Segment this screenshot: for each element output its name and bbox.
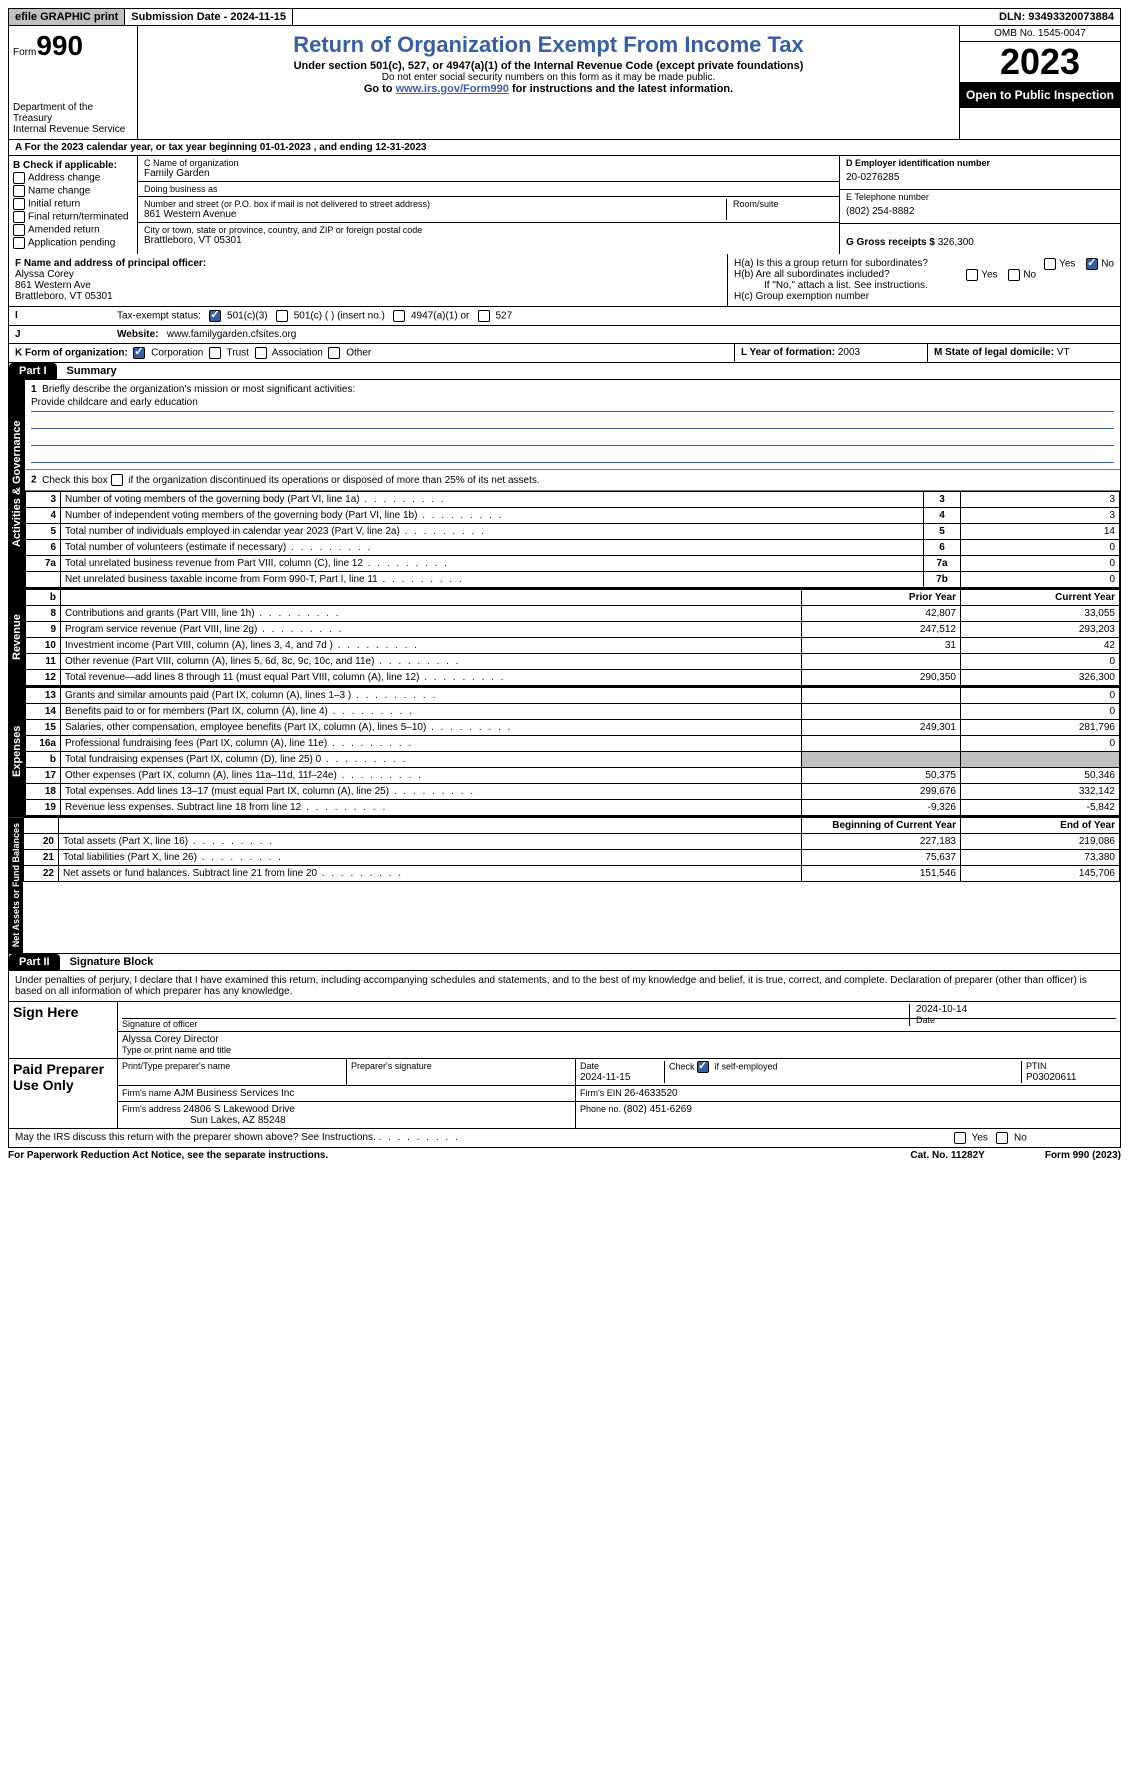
- h-b: H(b) Are all subordinates included? Yes …: [734, 269, 1114, 280]
- perjury-declaration: Under penalties of perjury, I declare th…: [8, 971, 1121, 1001]
- ein-cell: D Employer identification number 20-0276…: [840, 156, 1120, 190]
- ag-lines-table: 3Number of voting members of the governi…: [25, 491, 1120, 588]
- line-1-mission: 1 Briefly describe the organization's mi…: [25, 380, 1120, 470]
- firm-address-cell: Firm's address 24806 S Lakewood Drive Su…: [118, 1102, 576, 1129]
- part1-header: Part I Summary: [8, 363, 1121, 380]
- summary-exp: Expenses 13Grants and similar amounts pa…: [8, 687, 1121, 817]
- dln: DLN: 93493320073884: [993, 9, 1120, 25]
- phone-cell: E Telephone number (802) 254-8882: [840, 190, 1120, 224]
- row-f-h: F Name and address of principal officer:…: [8, 254, 1121, 307]
- row-i-tax-status: I Tax-exempt status: 501(c)(3) 501(c) ( …: [8, 307, 1121, 326]
- sidetab-na: Net Assets or Fund Balances: [9, 817, 23, 953]
- city-cell: City or town, state or province, country…: [138, 223, 839, 248]
- org-name-cell: C Name of organization Family Garden: [138, 156, 839, 182]
- chk-corp[interactable]: [133, 347, 145, 359]
- preparer-date-ptin: Date 2024-11-15 Check if self-employed P…: [576, 1059, 1121, 1086]
- subtitle-1: Under section 501(c), 527, or 4947(a)(1)…: [146, 60, 951, 72]
- exp-lines-table: 13Grants and similar amounts paid (Part …: [25, 687, 1120, 816]
- firm-phone-cell: Phone no. (802) 451-6269: [576, 1102, 1121, 1129]
- page-footer: For Paperwork Reduction Act Notice, see …: [8, 1148, 1121, 1161]
- group-return-block: H(a) Is this a group return for subordin…: [728, 254, 1120, 306]
- irs-link[interactable]: www.irs.gov/Form990: [396, 83, 509, 95]
- chk-ha-no[interactable]: [1086, 258, 1098, 270]
- form-header: Form990 Department of the Treasury Inter…: [8, 26, 1121, 140]
- principal-officer: F Name and address of principal officer:…: [9, 254, 728, 306]
- officer-signature-cell: 2024-10-14 Date Signature of officer: [118, 1002, 1121, 1032]
- sidetab-exp: Expenses: [9, 687, 25, 816]
- sidetab-ag: Activities & Governance: [9, 380, 25, 588]
- header-left: Form990 Department of the Treasury Inter…: [9, 26, 138, 139]
- summary-ag: Activities & Governance 1 Briefly descri…: [8, 380, 1121, 589]
- dba-cell: Doing business as: [138, 182, 839, 197]
- chk-address-change[interactable]: Address change: [13, 172, 133, 184]
- omb-number: OMB No. 1545-0047: [960, 26, 1120, 42]
- chk-name-change[interactable]: Name change: [13, 185, 133, 197]
- open-to-public: Open to Public Inspection: [960, 82, 1120, 108]
- chk-may-no[interactable]: [996, 1132, 1008, 1144]
- col-b-checkboxes: B Check if applicable: Address change Na…: [9, 156, 138, 254]
- chk-amended-return[interactable]: Amended return: [13, 224, 133, 236]
- sign-here-label: Sign Here: [9, 1002, 118, 1059]
- na-lines-table: Beginning of Current YearEnd of Year20To…: [23, 817, 1120, 882]
- col-deg: D Employer identification number 20-0276…: [839, 156, 1120, 254]
- preparer-signature: Preparer's signature: [347, 1059, 576, 1086]
- chk-may-yes[interactable]: [954, 1132, 966, 1144]
- gross-receipts-cell: G Gross receipts $ 326,300: [840, 224, 1120, 250]
- may-irs-discuss: May the IRS discuss this return with the…: [8, 1129, 1121, 1148]
- row-klm: K Form of organization: Corporation Trus…: [8, 344, 1121, 363]
- submission-date: Submission Date - 2024-11-15: [125, 9, 293, 25]
- top-bar: efile GRAPHIC print Submission Date - 20…: [8, 8, 1121, 26]
- subtitle-2: Do not enter social security numbers on …: [146, 72, 951, 83]
- chk-self-employed[interactable]: [697, 1061, 709, 1073]
- row-j-website: J Website: www.familygarden.cfsites.org: [8, 326, 1121, 344]
- officer-name-cell: Alyssa Corey Director Type or print name…: [118, 1032, 1121, 1059]
- h-c: H(c) Group exemption number: [734, 291, 1114, 302]
- header-right: OMB No. 1545-0047 2023 Open to Public In…: [959, 26, 1120, 139]
- line-a-tax-year: A For the 2023 calendar year, or tax yea…: [8, 140, 1121, 156]
- h-a: H(a) Is this a group return for subordin…: [734, 258, 1114, 269]
- firm-name-cell: Firm's name AJM Business Services Inc: [118, 1086, 576, 1102]
- tax-year: 2023: [960, 42, 1120, 82]
- street-row: Number and street (or P.O. box if mail i…: [138, 197, 839, 223]
- graphic-print-label: efile GRAPHIC print: [9, 9, 125, 25]
- chk-4947[interactable]: [393, 310, 405, 322]
- chk-trust[interactable]: [209, 347, 221, 359]
- chk-527[interactable]: [478, 310, 490, 322]
- header-title-block: Return of Organization Exempt From Incom…: [138, 26, 959, 139]
- sidetab-rev: Revenue: [9, 589, 25, 686]
- chk-final-return[interactable]: Final return/terminated: [13, 211, 133, 223]
- signature-table: Sign Here 2024-10-14 Date Signature of o…: [8, 1001, 1121, 1129]
- chk-other[interactable]: [328, 347, 340, 359]
- firm-ein-cell: Firm's EIN 26-4633520: [576, 1086, 1121, 1102]
- chk-application-pending[interactable]: Application pending: [13, 237, 133, 249]
- part2-header: Part II Signature Block: [8, 954, 1121, 971]
- rev-lines-table: bPrior YearCurrent Year8Contributions an…: [25, 589, 1120, 686]
- subtitle-3: Go to www.irs.gov/Form990 for instructio…: [146, 83, 951, 95]
- chk-assoc[interactable]: [255, 347, 267, 359]
- entity-block: B Check if applicable: Address change Na…: [8, 156, 1121, 254]
- dept-treasury: Department of the Treasury Internal Reve…: [13, 102, 133, 135]
- preparer-name: Print/Type preparer's name: [118, 1059, 347, 1086]
- chk-501c[interactable]: [276, 310, 288, 322]
- summary-rev: Revenue bPrior YearCurrent Year8Contribu…: [8, 589, 1121, 687]
- form-title: Return of Organization Exempt From Incom…: [146, 32, 951, 58]
- line-2: 2 Check this box if the organization dis…: [25, 470, 1120, 491]
- paid-preparer-label: Paid Preparer Use Only: [9, 1059, 118, 1129]
- summary-na: Net Assets or Fund Balances Beginning of…: [8, 817, 1121, 954]
- chk-initial-return[interactable]: Initial return: [13, 198, 133, 210]
- col-c-name-address: C Name of organization Family Garden Doi…: [138, 156, 839, 254]
- form-number: Form990: [13, 30, 133, 62]
- chk-501c3[interactable]: [209, 310, 221, 322]
